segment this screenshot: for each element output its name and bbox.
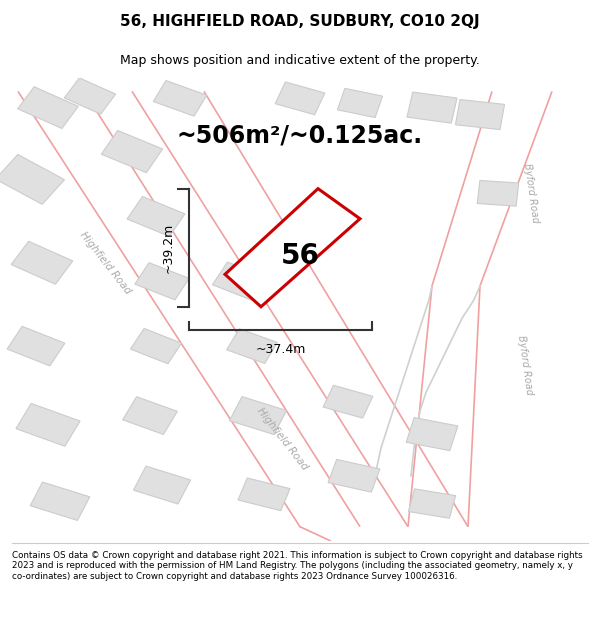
Polygon shape xyxy=(30,482,90,521)
Text: ~506m²/~0.125ac.: ~506m²/~0.125ac. xyxy=(177,123,423,148)
Text: ~37.4m: ~37.4m xyxy=(256,343,305,356)
Text: Byford Road: Byford Road xyxy=(522,162,540,224)
Polygon shape xyxy=(127,196,185,236)
Text: Contains OS data © Crown copyright and database right 2021. This information is : Contains OS data © Crown copyright and d… xyxy=(12,551,583,581)
Text: Highfield Road: Highfield Road xyxy=(77,229,133,296)
Polygon shape xyxy=(477,181,519,206)
Polygon shape xyxy=(153,81,207,116)
Polygon shape xyxy=(0,154,65,204)
Polygon shape xyxy=(16,404,80,446)
Polygon shape xyxy=(275,82,325,115)
Polygon shape xyxy=(328,459,380,492)
Text: ~39.2m: ~39.2m xyxy=(161,222,175,273)
Polygon shape xyxy=(101,131,163,173)
Text: 56, HIGHFIELD ROAD, SUDBURY, CO10 2QJ: 56, HIGHFIELD ROAD, SUDBURY, CO10 2QJ xyxy=(120,14,480,29)
Polygon shape xyxy=(409,489,455,518)
Polygon shape xyxy=(227,329,277,364)
Text: Byford Road: Byford Road xyxy=(516,334,534,395)
Polygon shape xyxy=(122,397,178,434)
Polygon shape xyxy=(212,262,268,301)
Text: Map shows position and indicative extent of the property.: Map shows position and indicative extent… xyxy=(120,54,480,67)
Polygon shape xyxy=(225,189,360,307)
Polygon shape xyxy=(238,478,290,511)
Text: 56: 56 xyxy=(281,242,319,270)
Polygon shape xyxy=(7,326,65,366)
Text: Highfield Road: Highfield Road xyxy=(254,406,310,472)
Polygon shape xyxy=(323,385,373,418)
Polygon shape xyxy=(337,88,383,118)
Polygon shape xyxy=(455,99,505,129)
Polygon shape xyxy=(229,397,287,434)
Polygon shape xyxy=(407,92,457,123)
Polygon shape xyxy=(406,418,458,451)
Polygon shape xyxy=(135,262,189,300)
Polygon shape xyxy=(11,241,73,284)
Polygon shape xyxy=(130,328,182,364)
Polygon shape xyxy=(133,466,191,504)
Polygon shape xyxy=(17,87,79,129)
Polygon shape xyxy=(64,78,116,114)
